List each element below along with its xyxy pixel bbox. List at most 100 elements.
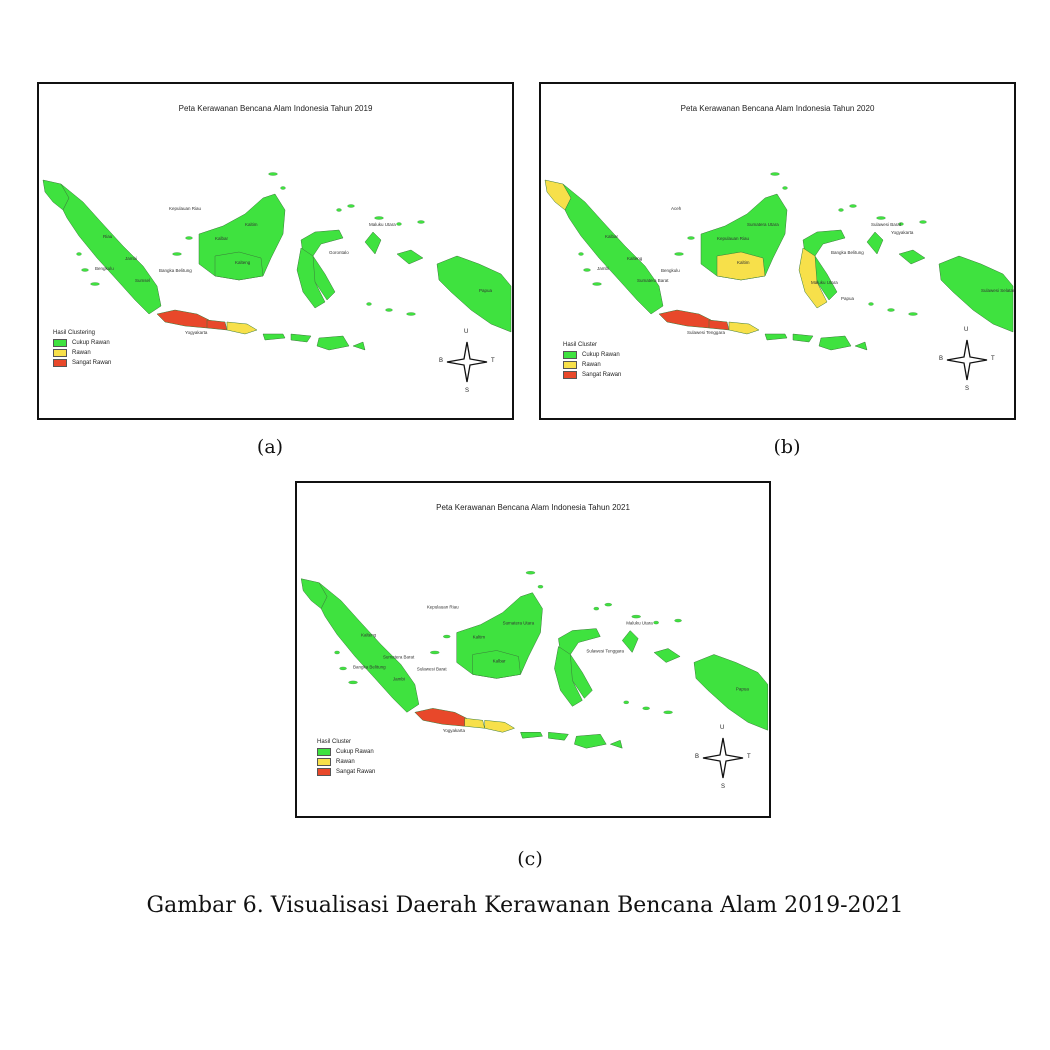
map-panel-2021: Peta Kerawanan Bencana Alam Indonesia Ta… <box>295 481 771 818</box>
islet <box>268 172 278 176</box>
compass-east: T <box>747 754 751 760</box>
region-sulsel <box>554 646 583 707</box>
legend-swatch <box>53 349 67 357</box>
islet <box>919 220 927 224</box>
figure-caption: Gambar 6. Visualisasi Daerah Kerawanan B… <box>146 893 904 918</box>
panel-caption-b: (b) <box>773 436 801 458</box>
region-nusa <box>520 731 623 749</box>
place-label: Bengkulu <box>95 266 114 271</box>
islet <box>868 302 874 306</box>
place-label: Kalbar <box>605 234 619 239</box>
panel-caption-c: (c) <box>517 848 543 870</box>
compass-star-icon <box>946 339 988 381</box>
region-papua <box>436 255 512 333</box>
map-title: Peta Kerawanan Bencana Alam Indonesia Ta… <box>178 104 373 113</box>
legend-label: Cukup Rawan <box>72 340 110 346</box>
place-label: Kepulauan Riau <box>427 605 459 610</box>
islet <box>76 252 82 256</box>
region-java-central <box>206 319 228 331</box>
legend-swatch <box>563 361 577 369</box>
region-nusa <box>764 333 868 351</box>
compass-west: B <box>695 754 700 760</box>
region-sulsel <box>798 247 828 309</box>
islet <box>525 571 536 575</box>
legend-item-rawan: Rawan <box>53 349 111 357</box>
place-label: Sumatera Utara <box>747 222 779 227</box>
map-title: Peta Kerawanan Bencana Alam Indonesia Ta… <box>680 104 875 113</box>
place-label: Kalbar <box>215 236 229 241</box>
place-label: Maluku Utara <box>626 621 653 626</box>
islet <box>604 602 612 607</box>
islet <box>578 252 584 256</box>
islet <box>887 308 895 312</box>
region-java-east <box>226 321 258 335</box>
place-label: Kalbar <box>493 658 506 663</box>
legend: Hasil Cluster Cukup Rawan Rawan Sangat R… <box>563 342 621 381</box>
islet <box>642 706 650 710</box>
legend-item-cukup-rawan: Cukup Rawan <box>53 339 111 347</box>
islet <box>430 650 440 655</box>
indonesia-map: Kepulauan Riau Sumatera Utara Kaltim Kalbar… <box>300 571 769 749</box>
legend-swatch <box>563 351 577 359</box>
legend-title: Hasil Cluster <box>563 342 598 348</box>
islet <box>898 222 904 226</box>
legend-swatch <box>317 748 331 756</box>
place-label: Papua <box>841 296 855 301</box>
region-java-central <box>464 718 485 729</box>
place-label: Bangka Belitung <box>353 664 386 669</box>
legend-label: Rawan <box>72 350 91 356</box>
place-label: Sulawesi Tenggara <box>687 330 725 335</box>
place-label: Riau <box>103 234 113 239</box>
compass-north: U <box>964 327 969 333</box>
legend-swatch <box>563 371 577 379</box>
legend-item-cukup-rawan: Cukup Rawan <box>563 351 621 359</box>
islet <box>674 618 682 623</box>
compass-west: B <box>439 358 444 364</box>
legend: Hasil Clustering Cukup Rawan Rawan Sanga… <box>53 330 111 369</box>
islet <box>537 585 544 589</box>
place-label: Yogyakarta <box>891 230 914 235</box>
region-java-central <box>708 319 730 331</box>
place-label: Bangka Belitung <box>831 250 864 255</box>
region-nusa <box>262 333 366 351</box>
place-label: Jambi <box>597 266 609 271</box>
place-label: Sumatera Barat <box>637 278 669 283</box>
place-label: Sulawesi Tenggara <box>586 648 624 653</box>
region-papua <box>938 255 1014 333</box>
islet <box>81 268 89 272</box>
compass-star-icon <box>702 737 744 779</box>
region-java-west <box>414 708 467 727</box>
compass-south: S <box>721 784 726 790</box>
place-label: Papua <box>736 686 749 691</box>
islet <box>908 312 918 316</box>
legend-label: Rawan <box>336 759 355 765</box>
islet <box>374 216 384 220</box>
region-maluku <box>621 630 681 663</box>
place-label: Papua <box>479 288 493 293</box>
place-label: Kalteng <box>627 256 643 261</box>
islet <box>185 236 193 240</box>
islet <box>592 282 602 286</box>
place-label: Jambi <box>125 256 137 261</box>
islet <box>347 204 355 208</box>
legend-swatch <box>317 768 331 776</box>
region-sulsel <box>296 247 326 309</box>
legend-title: Hasil Cluster <box>317 739 352 745</box>
islet <box>663 710 673 714</box>
place-label: Kepulauan Riau <box>169 206 202 211</box>
islet <box>782 186 788 190</box>
compass-south: S <box>965 386 970 392</box>
region-maluku <box>364 231 424 265</box>
legend-label: Sangat Rawan <box>582 372 622 378</box>
islet <box>593 606 599 611</box>
islet <box>406 312 416 316</box>
place-label: Bengkulu <box>661 268 680 273</box>
map-regions: Kepulauan Riau Kaltim Kalbar Kalteng Riau Jam… <box>42 172 512 351</box>
islet <box>770 172 780 176</box>
region-sumatra <box>318 582 420 713</box>
compass-south: S <box>465 388 470 394</box>
indonesia-map: Kepulauan Riau Kaltim Kalbar Kalteng Riau Jam… <box>42 172 512 351</box>
place-label: Kaltim <box>737 260 750 265</box>
map-title: Peta Kerawanan Bencana Alam Indonesia Ta… <box>436 503 630 512</box>
region-kalteng <box>472 650 521 679</box>
